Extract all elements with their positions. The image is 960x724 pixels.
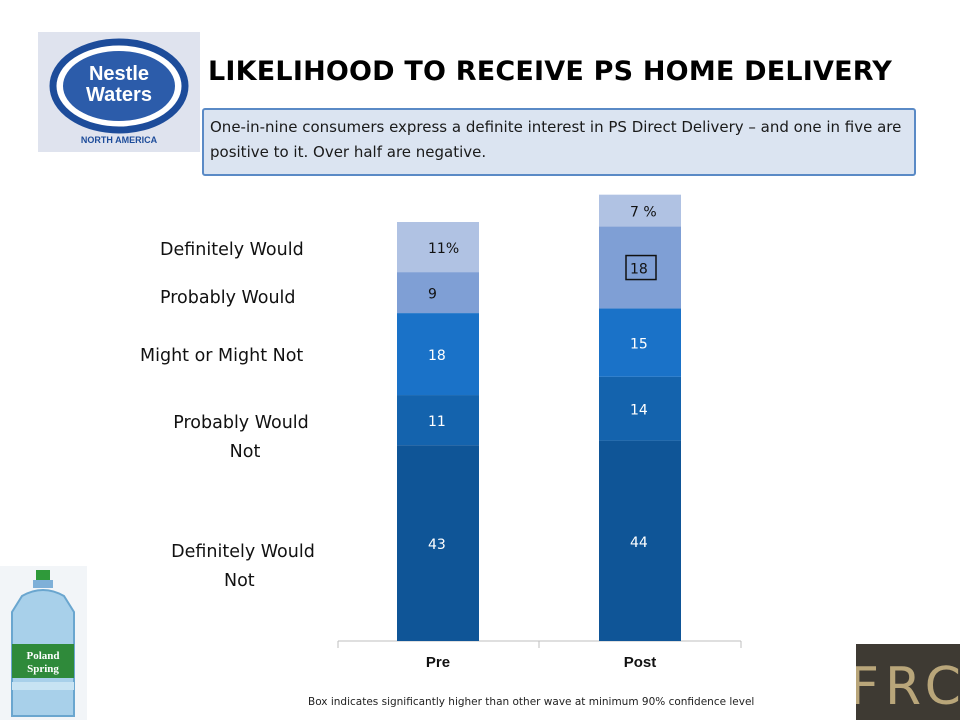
bar-segment	[599, 376, 681, 441]
bar-segment	[599, 226, 681, 309]
frc-badge: FRC	[849, 644, 960, 720]
label-definitely-would: Definitely Would	[160, 240, 304, 260]
data-label: 43	[428, 537, 446, 553]
bar-segment	[599, 308, 681, 377]
data-label: 44	[630, 535, 648, 551]
label-probably-would-not: Probably Would Not	[173, 413, 309, 462]
bar-segment	[397, 445, 479, 641]
nestle-waters-logo: Nestle Waters NORTH AMERICA	[38, 32, 200, 152]
data-label: 11%	[428, 241, 459, 257]
data-label: 18	[428, 348, 446, 364]
bar-segment	[397, 395, 479, 446]
data-label: 9	[428, 287, 437, 303]
data-label: 7 %	[630, 205, 657, 221]
x-tick-label: Post	[624, 654, 657, 671]
jug-brand-line2: Spring	[27, 663, 59, 675]
logo-brand-line1: Nestle	[89, 63, 149, 85]
label-definitely-would-not: Definitely Would Not	[171, 542, 315, 591]
label-might-or-might-not: Might or Might Not	[140, 346, 304, 366]
bar-segment	[599, 194, 681, 227]
frc-text: FRC	[856, 657, 960, 717]
jug-brand-line1: Poland	[26, 650, 59, 662]
bar-segment	[397, 272, 479, 314]
label-probably-would: Probably Would	[160, 288, 296, 308]
x-tick-label: Pre	[426, 654, 450, 671]
data-label: 18	[630, 262, 648, 278]
footnote: Box indicates significantly higher than …	[308, 696, 755, 708]
data-label: 14	[630, 403, 648, 419]
data-label: 15	[630, 337, 648, 353]
page-title: LIKELIHOOD TO RECEIVE PS HOME DELIVERY	[208, 56, 893, 87]
data-label: 11	[428, 414, 446, 430]
logo-sub: NORTH AMERICA	[81, 135, 158, 145]
bar-segment	[599, 440, 681, 641]
significance-box	[625, 254, 657, 281]
logo-brand-line2: Waters	[86, 84, 152, 106]
water-jug-image: Poland Spring	[0, 566, 87, 720]
summary-callout: One-in-nine consumers express a definite…	[202, 108, 916, 176]
bar-segment	[397, 222, 479, 273]
bar-segment	[397, 313, 479, 396]
